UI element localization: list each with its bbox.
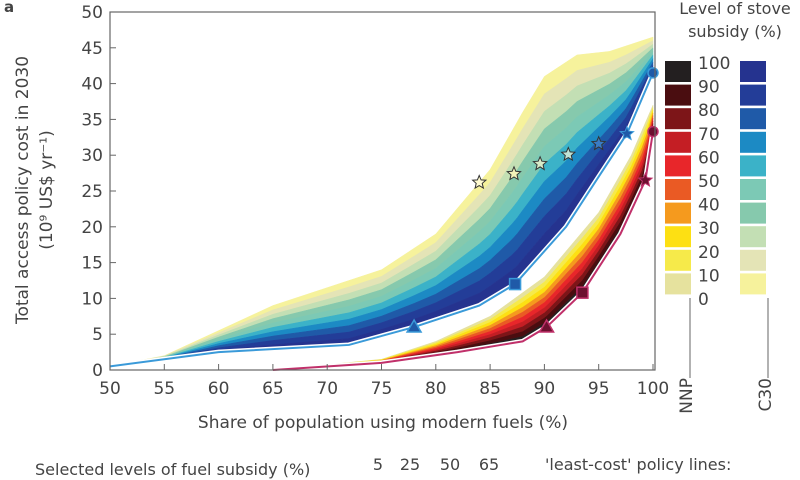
legend-subtitle: subsidy (%) (688, 22, 782, 41)
c30-swatch (740, 108, 766, 130)
nnp-swatch (665, 249, 691, 271)
fuel-subsidy-level: 65 (479, 455, 499, 474)
legend-level-label: 70 (698, 125, 720, 145)
c30-swatch (740, 202, 766, 224)
x-tick-label: 55 (153, 379, 175, 399)
panel-label: a (4, 0, 14, 16)
y-tick-label: 45 (81, 39, 103, 59)
x-tick-label: 100 (637, 379, 669, 399)
y-tick-label: 15 (81, 254, 103, 274)
policy-lines-label: 'least-cost' policy lines: (545, 455, 731, 474)
legend-level-label: 100 (698, 54, 730, 74)
x-tick-label: 70 (316, 379, 338, 399)
c30-swatch (740, 249, 766, 271)
fuel-subsidy-label: Selected levels of fuel subsidy (%) (35, 460, 310, 479)
x-tick-label: 60 (208, 379, 230, 399)
nnp-swatch (665, 108, 691, 130)
y-tick-label: 25 (81, 182, 103, 202)
c30-swatch (740, 61, 766, 82)
c30-swatch (740, 84, 766, 106)
x-tick-label: 75 (371, 379, 393, 399)
nnp-swatch (665, 84, 691, 106)
c30-swatch (740, 226, 766, 248)
x-tick-label: 85 (479, 379, 501, 399)
legend-c30-label: C30 (756, 378, 776, 412)
open-star-marker (506, 165, 522, 181)
c30-swatch (740, 179, 766, 200)
y-tick-label: 0 (92, 361, 103, 381)
x-tick-label: 50 (99, 379, 121, 399)
nnp-swatch (665, 179, 691, 200)
open-star-marker (532, 155, 548, 171)
fuel-subsidy-level: 5 (373, 455, 383, 474)
nnp-marker-square (576, 286, 589, 299)
c30-marker-square (508, 277, 522, 291)
x-tick-label: 65 (262, 379, 284, 399)
nnp-swatch (665, 202, 691, 224)
y-tick-label: 35 (81, 110, 103, 130)
legend-level-label: 60 (698, 148, 720, 168)
legend-level-label: 40 (698, 196, 720, 216)
fuel-subsidy-level: 25 (400, 455, 420, 474)
legend-level-label: 30 (698, 219, 720, 239)
open-star-marker (590, 135, 607, 151)
open-star-marker (471, 174, 488, 190)
y-tick-label: 40 (81, 75, 103, 95)
y-axis-label: Total access policy cost in 2030 (13, 56, 33, 325)
legend-level-label: 10 (698, 266, 720, 286)
legend-level-label: 20 (698, 243, 720, 263)
nnp-marker-triangle (538, 318, 555, 333)
legend-title: Level of stove (679, 0, 791, 18)
nnp-marker-circle (647, 125, 659, 138)
c30-marker-circle (647, 67, 659, 79)
c30-marker-star (619, 125, 635, 141)
c30-least-cost-line (109, 72, 654, 368)
x-tick-label: 95 (588, 379, 610, 399)
c30-swatch (740, 273, 766, 295)
nnp-swatch (665, 61, 691, 82)
legend-level-label: 80 (698, 101, 720, 121)
nnp-least-cost-line (272, 131, 654, 371)
y-tick-label: 50 (81, 3, 103, 23)
x-tick-label: 80 (425, 379, 447, 399)
legend-level-label: 0 (698, 290, 709, 310)
nnp-swatch (665, 155, 691, 177)
c30-swatch (740, 155, 766, 177)
x-axis-label: Share of population using modern fuels (… (198, 413, 568, 433)
c30-swatch (740, 131, 766, 153)
y-tick-label: 30 (81, 146, 103, 166)
y-axis-unit: (10⁹ US$ yr⁻¹) (37, 130, 57, 249)
open-star-marker (560, 146, 577, 162)
legend-nnp-label: NNP (677, 378, 697, 414)
nnp-swatch (665, 273, 691, 295)
y-tick-label: 5 (92, 325, 103, 345)
c30-marker-triangle (405, 318, 423, 333)
y-tick-label: 20 (81, 218, 103, 238)
fuel-subsidy-level: 50 (440, 455, 460, 474)
x-tick-label: 90 (534, 379, 556, 399)
nnp-swatch (665, 226, 691, 248)
nnp-swatch (665, 131, 691, 153)
nnp-marker-star (637, 172, 654, 187)
legend-level-label: 90 (698, 78, 720, 98)
legend-level-label: 50 (698, 172, 720, 192)
y-tick-label: 10 (81, 289, 103, 309)
